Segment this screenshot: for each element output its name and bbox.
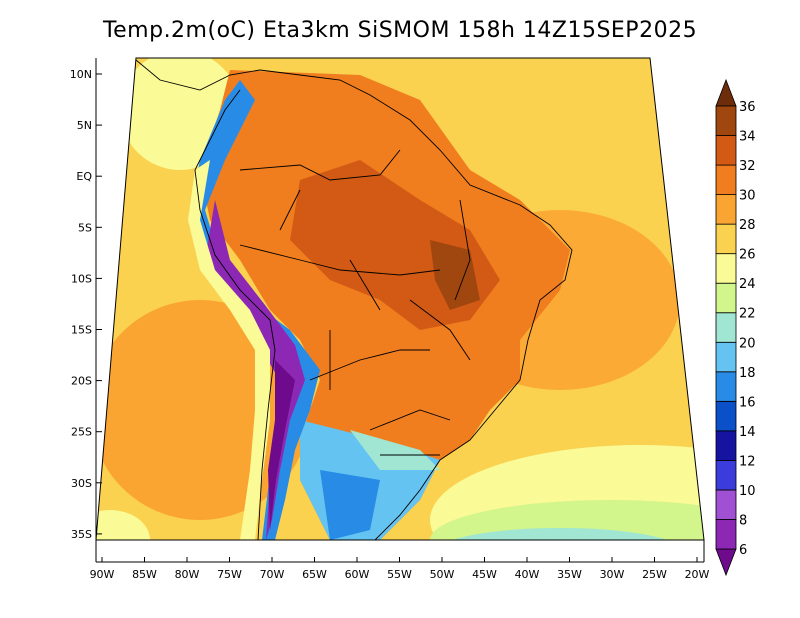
colorbar-label: 6: [739, 543, 747, 558]
colorbar-min-triangle: [715, 548, 737, 577]
colorbar-swatch: [715, 253, 737, 284]
colorbar-label: 16: [739, 395, 756, 410]
colorbar-swatch: [715, 341, 737, 373]
colorbar-label: 28: [739, 218, 756, 233]
lon-tick-label: 65W: [302, 568, 327, 581]
lon-tick-label: 55W: [387, 568, 412, 581]
lon-tick-label: 20W: [685, 568, 710, 581]
lon-tick-label: 50W: [430, 568, 455, 581]
colorbar-max-triangle: [715, 78, 737, 107]
map-title: Temp.2m(oC) Eta3km SiSMOM 158h 14Z15SEP2…: [102, 18, 698, 43]
colorbar-swatch: [715, 489, 737, 520]
lat-tick-label: 5S: [78, 221, 92, 234]
lat-tick-label: 10S: [71, 272, 92, 285]
lon-tick-label: 60W: [345, 568, 370, 581]
colorbar-label: 20: [739, 336, 756, 351]
colorbar-swatch: [715, 312, 737, 343]
temperature-field: [96, 58, 704, 540]
lon-tick-label: 40W: [515, 568, 540, 581]
lat-tick-label: 25S: [71, 426, 92, 439]
colorbar-label: 8: [739, 513, 747, 528]
colorbar-swatch: [715, 371, 737, 402]
lat-tick-label: EQ: [76, 170, 92, 183]
colorbar-swatch: [715, 519, 737, 550]
latitude-axis: 10N 5N EQ 5S 10S 15S 20S 25S 30S 35S: [70, 68, 102, 541]
lat-tick-label: 20S: [71, 375, 92, 388]
lat-tick-label: 15S: [71, 324, 92, 337]
colorbar-label: 24: [739, 277, 756, 292]
lat-tick-label: 5N: [77, 119, 92, 132]
colorbar-label: 34: [739, 130, 756, 145]
colorbar-label: 32: [739, 159, 756, 174]
colorbar: 6 8 10 12 14 16 18 20 22 24 26 28 30 32 34 36: [715, 78, 756, 577]
country-borders: [135, 59, 573, 540]
lon-tick-label: 70W: [260, 568, 285, 581]
colorbar-label: 18: [739, 366, 756, 381]
lon-tick-label: 75W: [217, 568, 242, 581]
lon-tick-label: 35W: [557, 568, 582, 581]
longitude-axis: 90W 85W 80W 75W 70W 65W 60W 55W 50W 45W 40W 35W 30W 2…: [90, 557, 710, 581]
colorbar-swatch: [715, 430, 737, 461]
colorbar-label: 26: [739, 248, 756, 263]
colorbar-label: 30: [739, 189, 756, 204]
lon-tick-label: 25W: [642, 568, 667, 581]
colorbar-label: 36: [739, 100, 756, 115]
colorbar-label: 14: [739, 425, 756, 440]
lon-tick-label: 80W: [175, 568, 200, 581]
colorbar-label: 10: [739, 484, 756, 499]
colorbar-swatch: [715, 194, 737, 225]
lon-tick-label: 90W: [90, 568, 115, 581]
lat-tick-label: 30S: [71, 477, 92, 490]
colorbar-label: 22: [739, 307, 756, 322]
colorbar-swatch: [715, 105, 737, 136]
colorbar-swatch: [715, 223, 737, 255]
lon-tick-label: 45W: [472, 568, 497, 581]
colorbar-swatch: [715, 282, 737, 314]
lon-tick-label: 85W: [132, 568, 157, 581]
colorbar-swatch: [715, 135, 737, 166]
lon-tick-label: 30W: [600, 568, 625, 581]
colorbar-swatch: [715, 459, 737, 491]
lat-tick-label: 10N: [70, 68, 92, 81]
colorbar-label: 12: [739, 454, 756, 469]
colorbar-swatch: [715, 400, 737, 432]
lat-tick-label: 35S: [71, 528, 92, 541]
colorbar-swatch: [715, 164, 737, 195]
